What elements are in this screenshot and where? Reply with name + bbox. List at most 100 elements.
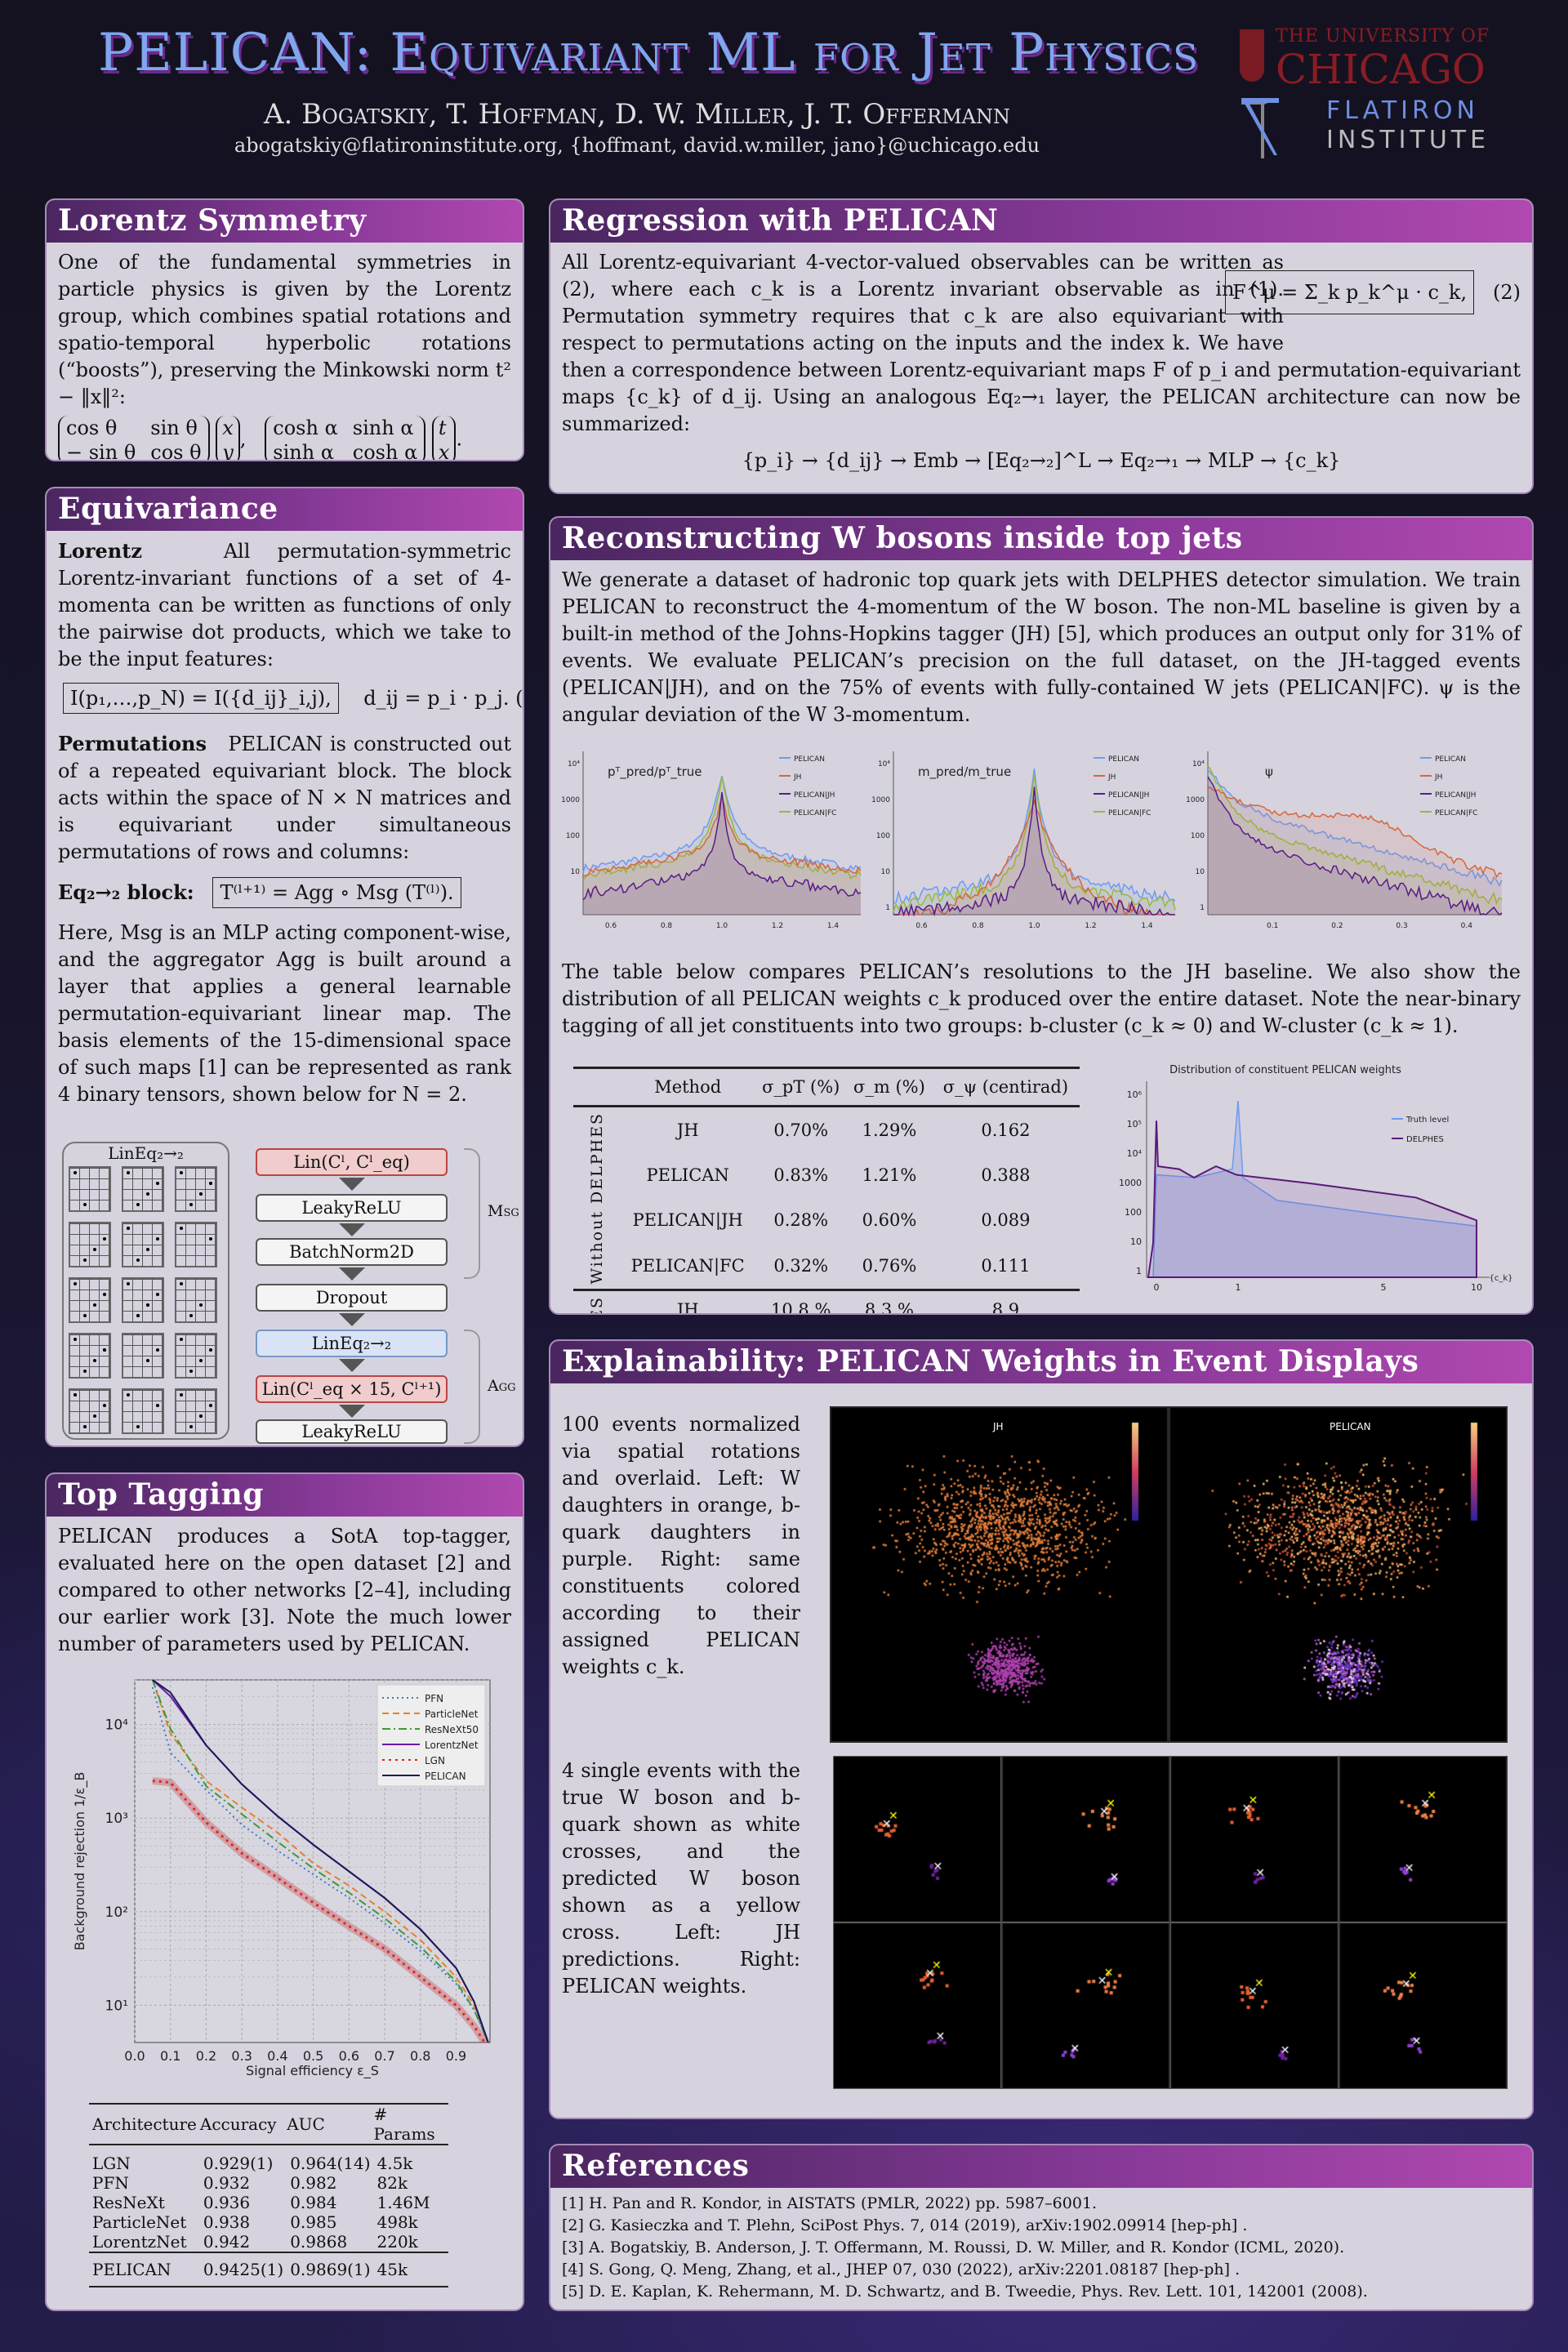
table-cell: 0.76%	[862, 1255, 917, 1276]
histogram-line	[893, 768, 1176, 905]
x-tick-label: 0.3	[1396, 922, 1407, 930]
x-axis-label: Signal efficiency ε_S	[246, 2063, 379, 2078]
y-tick-label: 100	[1191, 832, 1205, 840]
x-tick-label: 0.7	[374, 2048, 394, 2064]
histogram-line	[893, 786, 1175, 917]
table-cell: 8.3 %	[864, 1300, 914, 1315]
delphes-curve	[1147, 1120, 1477, 1278]
shield-icon	[1240, 29, 1264, 82]
equivariance-panel: Equivariance Lorentz All permutation-sym…	[45, 487, 524, 1447]
y-tick-label: 100	[566, 832, 580, 840]
histogram-panel: 10⁴ 1000 100 10 1 0.6 0.8 1.0 1.2 1.4 m_pred/m_tru…	[871, 751, 1176, 930]
y-tick-label: 10²	[105, 1904, 128, 1921]
y-tick-label: 10⁶	[1127, 1089, 1143, 1100]
paragraph-text: All Lorentz-equivariant 4-vector-valued …	[562, 251, 1521, 435]
table-cell: 0.83%	[773, 1165, 829, 1186]
lorentz-text: One of the fundamental symmetries in par…	[58, 251, 511, 408]
basis-tensor-icon	[175, 1166, 217, 1212]
table-row: ParticleNet 0.938 0.985 498k	[89, 2212, 448, 2232]
series-line-pfn	[151, 1686, 489, 2042]
reference-item: [2] G. Kasieczka and T. Plehn, SciPost P…	[562, 2216, 1248, 2234]
table-cell: PELICAN|JH	[632, 1210, 743, 1231]
table-cell: 0.929(1)	[203, 2154, 274, 2173]
reconstruct-text-2: The table below compares PELICAN’s resol…	[562, 960, 1521, 1037]
table-cell: 1.29%	[862, 1120, 917, 1140]
histogram-fill	[893, 768, 1175, 915]
histogram-fill	[1208, 777, 1502, 915]
legend-label: DELPHES	[1406, 1135, 1444, 1144]
matrix-entry: cos θ	[66, 416, 118, 439]
reference-item: [1] H. Pan and R. Kondor, in AISTATS (PM…	[562, 2194, 1098, 2212]
lineq-title: LinEq₂→₂	[108, 1143, 184, 1163]
legend-label: PELICAN	[794, 755, 825, 764]
histogram-panel: 10⁴ 1000 100 10 0.6 0.8 1.0 1.2 1.4 pᵀ_pred/pᵀ_tr…	[561, 751, 862, 930]
legend-label: JH	[1434, 773, 1442, 782]
histogram-fill	[1208, 769, 1502, 915]
here-paragraph: Here, Msg is an MLP acting component-wis…	[58, 921, 511, 1106]
histogram-line	[582, 775, 862, 873]
histogram-fill	[583, 792, 861, 915]
resolution-histograms: 10⁴ 1000 100 10 0.6 0.8 1.0 1.2 1.4 pᵀ_pred/pᵀ_tr…	[561, 751, 1503, 930]
basis-tensor-icon	[122, 1166, 164, 1212]
group-label: Without DELPHES	[588, 1112, 606, 1285]
arrow-icon	[339, 1178, 365, 1191]
msg-brace	[464, 1148, 480, 1279]
architecture-diagram: LinEq₂→₂ Lin(Cˡ, Cˡ_eq) LeakyReLU BatchN…	[60, 1140, 519, 1444]
basis-tensor-icon	[175, 1333, 217, 1379]
logo-text: CHICAGO	[1276, 46, 1486, 93]
table-cell: PELICAN	[92, 2260, 172, 2279]
basis-tensor-icon	[175, 1388, 217, 1434]
lorentz-paragraph: Lorentz All permutation-symmetric Lorent…	[47, 531, 523, 673]
basis-tensor-icon	[69, 1166, 111, 1212]
basis-tensor-icon	[175, 1277, 217, 1323]
leakyrelu-block: LeakyReLU	[256, 1419, 448, 1444]
explainability-panel: Explainability: PELICAN Weights in Event…	[549, 1339, 1534, 2119]
poster-title: PELICAN: Equivariant ML for Jet Physics	[98, 23, 1199, 83]
table-cell: JH	[676, 1300, 699, 1315]
legend-label: JH	[1107, 773, 1116, 782]
histogram-fill	[893, 775, 1175, 915]
panel-title: Lorentz Symmetry	[47, 200, 523, 243]
table-row: PFN 0.932 0.982 82k	[89, 2173, 448, 2193]
top-tagging-text: PELICAN produces a SotA top-tagger, eval…	[58, 1525, 511, 1655]
y-tick-label: 10	[571, 868, 581, 876]
column-header: Method	[654, 1077, 722, 1097]
table-cell: 0.9869(1)	[290, 2260, 371, 2279]
column-header: AUC	[287, 2114, 325, 2134]
table-cell: 0.162	[981, 1120, 1031, 1140]
panel-title: Explainability: PELICAN Weights in Event…	[550, 1341, 1532, 1383]
arrow-icon	[339, 1223, 365, 1236]
table-cell: 0.982	[290, 2173, 337, 2193]
basis-tensor-icon	[122, 1277, 164, 1323]
table-row-pelican: PELICAN 0.9425(1) 0.9869(1) 45k	[89, 2252, 448, 2287]
y-tick-label: 10	[1130, 1236, 1142, 1247]
legend-label: ResNeXt50	[425, 1724, 479, 1735]
table-cell: PELICAN	[646, 1165, 729, 1186]
table-cell: ResNeXt	[92, 2193, 165, 2212]
x-tick-label: 0.2	[1331, 922, 1343, 930]
arrow-icon	[339, 1267, 365, 1281]
reference-item: [3] A. Bogatskiy, B. Anderson, J. T. Off…	[562, 2238, 1345, 2256]
histogram-line	[893, 774, 1176, 912]
msg-label: Msg	[488, 1202, 519, 1220]
y-tick-label: 1000	[1186, 796, 1205, 804]
table-cell: JH	[676, 1120, 699, 1140]
equation-box: I(p₁,…,p_N) = I({d_ij}_i,j),	[63, 683, 339, 714]
table-cell: 0.60%	[862, 1210, 917, 1231]
x-tick-label: 0.8	[410, 2048, 430, 2064]
histogram-title: pᵀ_pred/pᵀ_true	[608, 764, 702, 780]
display-label-jh: JH	[993, 1421, 1004, 1432]
table-cell: 45k	[376, 2260, 408, 2279]
table-cell: LGN	[92, 2154, 131, 2173]
series-band-lgn	[152, 1777, 489, 2042]
histogram-fill	[893, 800, 1175, 915]
y-tick-label: 1000	[871, 796, 890, 804]
histogram-title: m_pred/m_true	[918, 764, 1011, 780]
x-tick-label: 1.2	[1085, 922, 1096, 930]
histogram-line	[1207, 765, 1503, 905]
histogram-fill	[1208, 765, 1502, 915]
lin-block: Lin(Cˡ_eq × 15, Cˡ⁺¹)	[256, 1375, 448, 1403]
legend-label: PFN	[425, 1693, 443, 1704]
y-tick-label: 10³	[105, 1811, 128, 1827]
table-cell: 4.5k	[376, 2154, 413, 2173]
